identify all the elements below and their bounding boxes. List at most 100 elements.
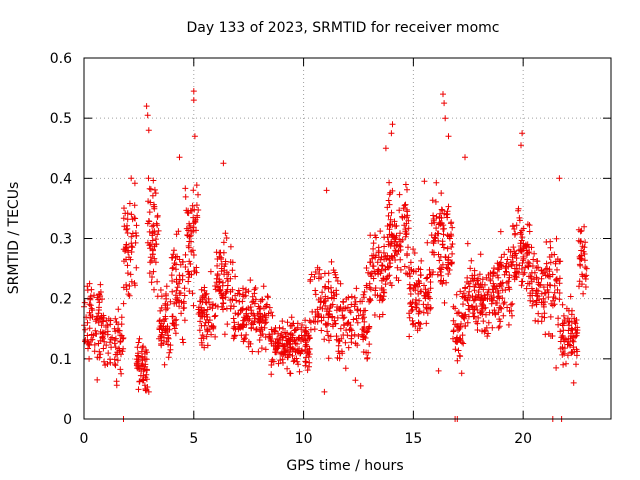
data-point — [426, 266, 433, 273]
data-point — [302, 317, 309, 324]
data-point — [473, 318, 479, 325]
data-point — [268, 309, 275, 316]
data-point-outlier — [382, 145, 389, 152]
data-point — [468, 257, 475, 264]
data-point — [284, 330, 291, 336]
data-point — [187, 261, 194, 267]
data-point — [498, 254, 505, 261]
data-point — [510, 244, 517, 251]
data-point — [401, 202, 408, 209]
data-point — [531, 276, 537, 283]
data-point — [391, 252, 398, 259]
data-point — [540, 284, 547, 291]
data-point — [208, 331, 215, 338]
data-point — [171, 300, 178, 307]
data-point — [158, 293, 165, 300]
data-point — [274, 335, 281, 342]
x-axis-label: GPS time / hours — [286, 458, 403, 474]
data-point — [243, 321, 250, 328]
data-point — [465, 302, 472, 309]
data-point — [359, 326, 366, 333]
data-point — [529, 302, 536, 309]
data-point — [264, 301, 270, 308]
data-point — [150, 177, 157, 184]
data-point — [439, 241, 446, 248]
data-point — [490, 282, 497, 289]
data-point — [176, 280, 182, 287]
data-point — [344, 304, 351, 311]
data-point — [412, 296, 419, 303]
data-point — [364, 355, 371, 362]
data-point — [511, 231, 518, 238]
data-point-outlier — [323, 187, 330, 194]
data-point — [434, 271, 441, 278]
data-point — [190, 302, 197, 309]
data-point — [404, 186, 410, 193]
data-point — [466, 283, 473, 290]
data-point — [440, 244, 447, 251]
data-point — [386, 272, 393, 279]
data-point — [422, 286, 429, 293]
data-point — [218, 303, 225, 310]
data-point — [437, 221, 444, 228]
data-point — [479, 276, 486, 283]
data-point — [146, 242, 153, 249]
data-point — [304, 343, 310, 350]
data-point — [218, 268, 225, 275]
y-tick-label: 0.3 — [50, 232, 72, 248]
data-point — [201, 322, 208, 329]
data-point — [326, 337, 332, 344]
data-point — [185, 210, 192, 217]
data-point — [452, 338, 459, 345]
data-point — [128, 278, 135, 285]
data-point — [528, 244, 535, 251]
data-point — [158, 337, 165, 344]
data-point — [312, 287, 319, 294]
data-point — [526, 260, 533, 267]
data-point — [347, 326, 354, 333]
data-point — [305, 333, 312, 340]
data-point — [136, 335, 143, 342]
data-point — [518, 266, 525, 272]
data-point — [573, 352, 580, 359]
data-point — [318, 327, 325, 334]
data-point — [407, 284, 414, 291]
data-point — [337, 304, 344, 311]
data-point — [348, 293, 355, 300]
data-point — [149, 223, 156, 230]
data-point — [424, 289, 431, 296]
data-point — [140, 376, 147, 383]
data-point — [325, 355, 332, 362]
data-point — [351, 294, 358, 301]
data-point — [173, 266, 179, 273]
data-point — [497, 259, 504, 266]
data-point — [103, 342, 110, 349]
data-point — [170, 320, 177, 327]
data-point — [495, 324, 502, 331]
data-point — [193, 182, 200, 189]
data-point — [407, 259, 414, 266]
data-point — [119, 348, 126, 355]
data-point — [347, 309, 354, 316]
data-point — [497, 228, 504, 235]
data-point — [328, 284, 334, 291]
data-point — [314, 264, 321, 271]
data-point — [251, 318, 258, 325]
data-point — [299, 322, 305, 328]
data-point-outlier — [421, 178, 428, 185]
data-point-outlier — [176, 154, 183, 161]
data-point — [455, 337, 462, 344]
data-point — [505, 321, 512, 328]
data-point — [337, 325, 344, 332]
data-point — [402, 226, 409, 233]
data-point — [120, 215, 127, 222]
data-point — [126, 200, 133, 207]
data-point — [393, 222, 400, 229]
data-point — [327, 333, 334, 340]
data-point — [84, 287, 91, 294]
data-point — [180, 305, 187, 312]
y-tick-label: 0.1 — [50, 352, 72, 368]
data-point — [149, 192, 156, 199]
data-point — [520, 255, 527, 262]
data-point — [189, 202, 196, 209]
